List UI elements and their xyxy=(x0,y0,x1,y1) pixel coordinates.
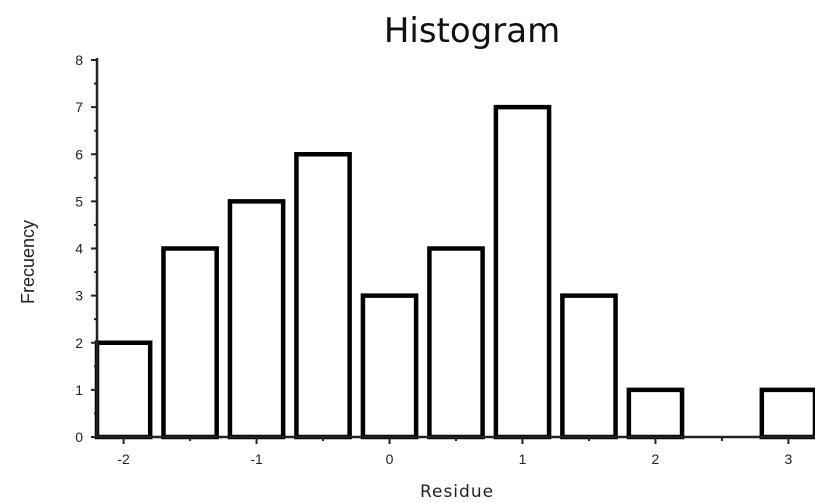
x-tick-label: 0 xyxy=(386,451,394,467)
y-tick-label: 8 xyxy=(75,52,83,68)
bars-layer xyxy=(94,104,815,440)
y-axis-label: Frecuency xyxy=(18,220,38,304)
y-tick-label: 4 xyxy=(75,241,83,257)
x-tick-label: 3 xyxy=(785,451,793,467)
y-tick-label: 7 xyxy=(75,99,83,115)
y-tick-label: 0 xyxy=(75,429,83,445)
y-tick-label: 5 xyxy=(75,193,83,209)
chart-title: Histogram xyxy=(384,11,560,51)
y-tick-label: 6 xyxy=(75,146,83,162)
histogram-bar xyxy=(626,387,685,440)
y-tick-label: 3 xyxy=(75,288,83,304)
histogram-bar xyxy=(560,293,618,440)
x-axis-label: Residue xyxy=(420,482,494,502)
x-tick-label: 2 xyxy=(652,451,660,467)
axes-layer: 0 1 2 3 4 5 6 7 8 -2 -1 0 1 2 3 xyxy=(75,52,815,467)
histogram-bar xyxy=(360,293,419,440)
x-tick-label: -2 xyxy=(117,451,130,467)
x-tick-label: -1 xyxy=(250,451,263,467)
x-tick-label: 1 xyxy=(519,451,527,467)
histogram-bar xyxy=(759,387,815,440)
histogram-bar xyxy=(94,340,153,440)
histogram-bar xyxy=(427,246,485,440)
y-tick-label: 2 xyxy=(75,335,83,351)
y-tick-label: 1 xyxy=(75,382,83,398)
histogram-bar xyxy=(493,104,552,440)
histogram-bar xyxy=(161,246,219,440)
histogram-bar xyxy=(227,199,286,440)
histogram-bar xyxy=(294,152,352,440)
